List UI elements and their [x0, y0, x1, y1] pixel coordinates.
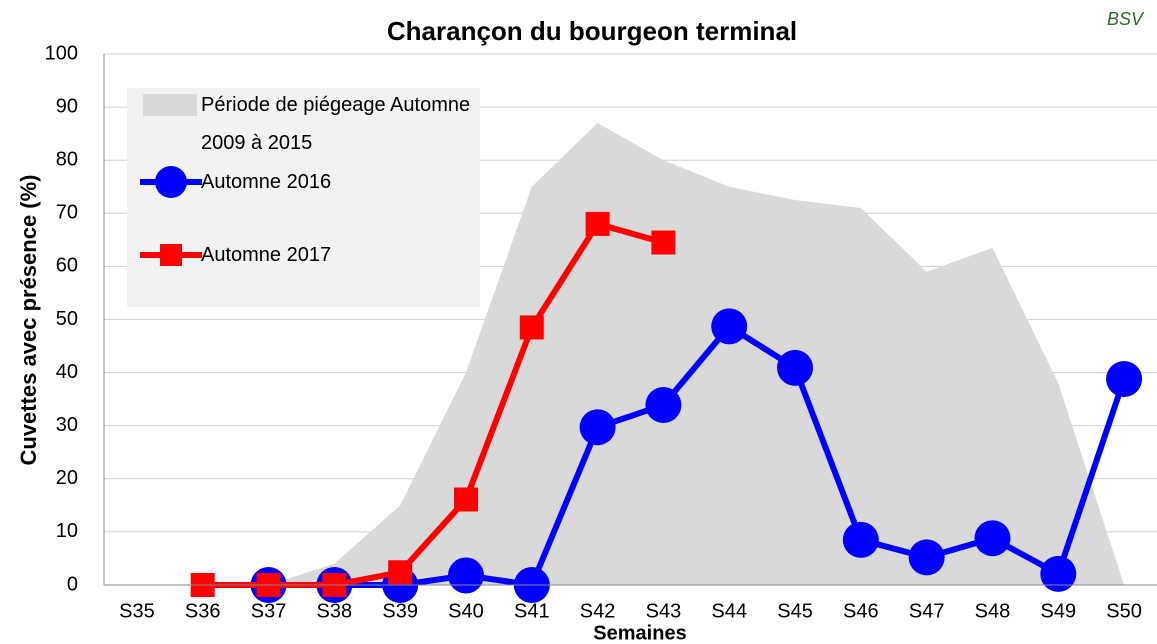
- y-tick-label: 70: [56, 202, 78, 224]
- x-tick-label: S49: [1040, 600, 1076, 622]
- y-tick-label: 80: [56, 148, 78, 170]
- x-tick-label: S39: [382, 600, 418, 622]
- x-tick-label: S42: [580, 600, 616, 622]
- x-tick-label: S44: [711, 600, 747, 622]
- y-tick-label: 60: [56, 255, 78, 277]
- marker: [447, 557, 484, 594]
- legend-swatch: [143, 94, 197, 116]
- y-axis-label: Cuvettes avec présence (%): [16, 174, 41, 465]
- marker: [1040, 555, 1077, 592]
- y-tick-label: 0: [67, 573, 78, 595]
- y-tick-label: 100: [45, 42, 78, 64]
- y-tick-label: 30: [56, 414, 78, 436]
- legend-label: Automne 2017: [201, 244, 332, 266]
- legend-label: Période de piégeage Automne 2009 à 2015: [201, 94, 471, 154]
- marker: [585, 211, 610, 236]
- x-tick-label: S47: [909, 600, 945, 622]
- logo: BSV: [1107, 9, 1145, 29]
- x-tick-label: S50: [1106, 600, 1142, 622]
- marker: [579, 409, 616, 446]
- x-tick-label: S46: [843, 600, 879, 622]
- marker: [908, 539, 945, 576]
- y-tick-label: 90: [56, 95, 78, 117]
- x-tick-label: S36: [185, 600, 221, 622]
- y-tick-label: 40: [56, 361, 78, 383]
- x-axis-label: Semaines: [593, 622, 686, 644]
- y-tick-label: 50: [56, 308, 78, 330]
- x-tick-label: S45: [777, 600, 813, 622]
- legend-background: [127, 88, 480, 307]
- marker: [974, 520, 1011, 557]
- legend-item: Période de piégeage Automne 2009 à 2015: [201, 94, 471, 154]
- y-tick-label: 10: [56, 520, 78, 542]
- x-tick-label: S41: [514, 600, 550, 622]
- marker: [453, 487, 478, 512]
- legend-marker: [155, 166, 187, 198]
- legend: Période de piégeage Automne 2009 à 2015 A…: [127, 88, 480, 307]
- legend-item: Automne 2017: [201, 244, 332, 266]
- x-tick-label: S43: [646, 600, 682, 622]
- x-tick-label: S35: [119, 600, 155, 622]
- marker: [842, 521, 879, 558]
- x-tick-label: S48: [975, 600, 1011, 622]
- x-tick-label: S40: [448, 600, 484, 622]
- marker: [1106, 360, 1143, 397]
- marker: [645, 386, 682, 423]
- x-tick-label: S38: [317, 600, 353, 622]
- area: [268, 123, 1125, 585]
- legend-item: Automne 2016: [201, 171, 332, 193]
- y-tick-label: 20: [56, 467, 78, 489]
- marker: [651, 230, 676, 255]
- legend-label: Automne 2016: [201, 171, 332, 193]
- marker: [777, 349, 814, 386]
- marker: [711, 308, 748, 345]
- marker: [519, 315, 544, 340]
- marker: [388, 560, 413, 585]
- x-tick-label: S37: [251, 600, 287, 622]
- chart-title: Charançon du bourgeon terminal: [387, 16, 797, 46]
- legend-marker: [160, 244, 182, 266]
